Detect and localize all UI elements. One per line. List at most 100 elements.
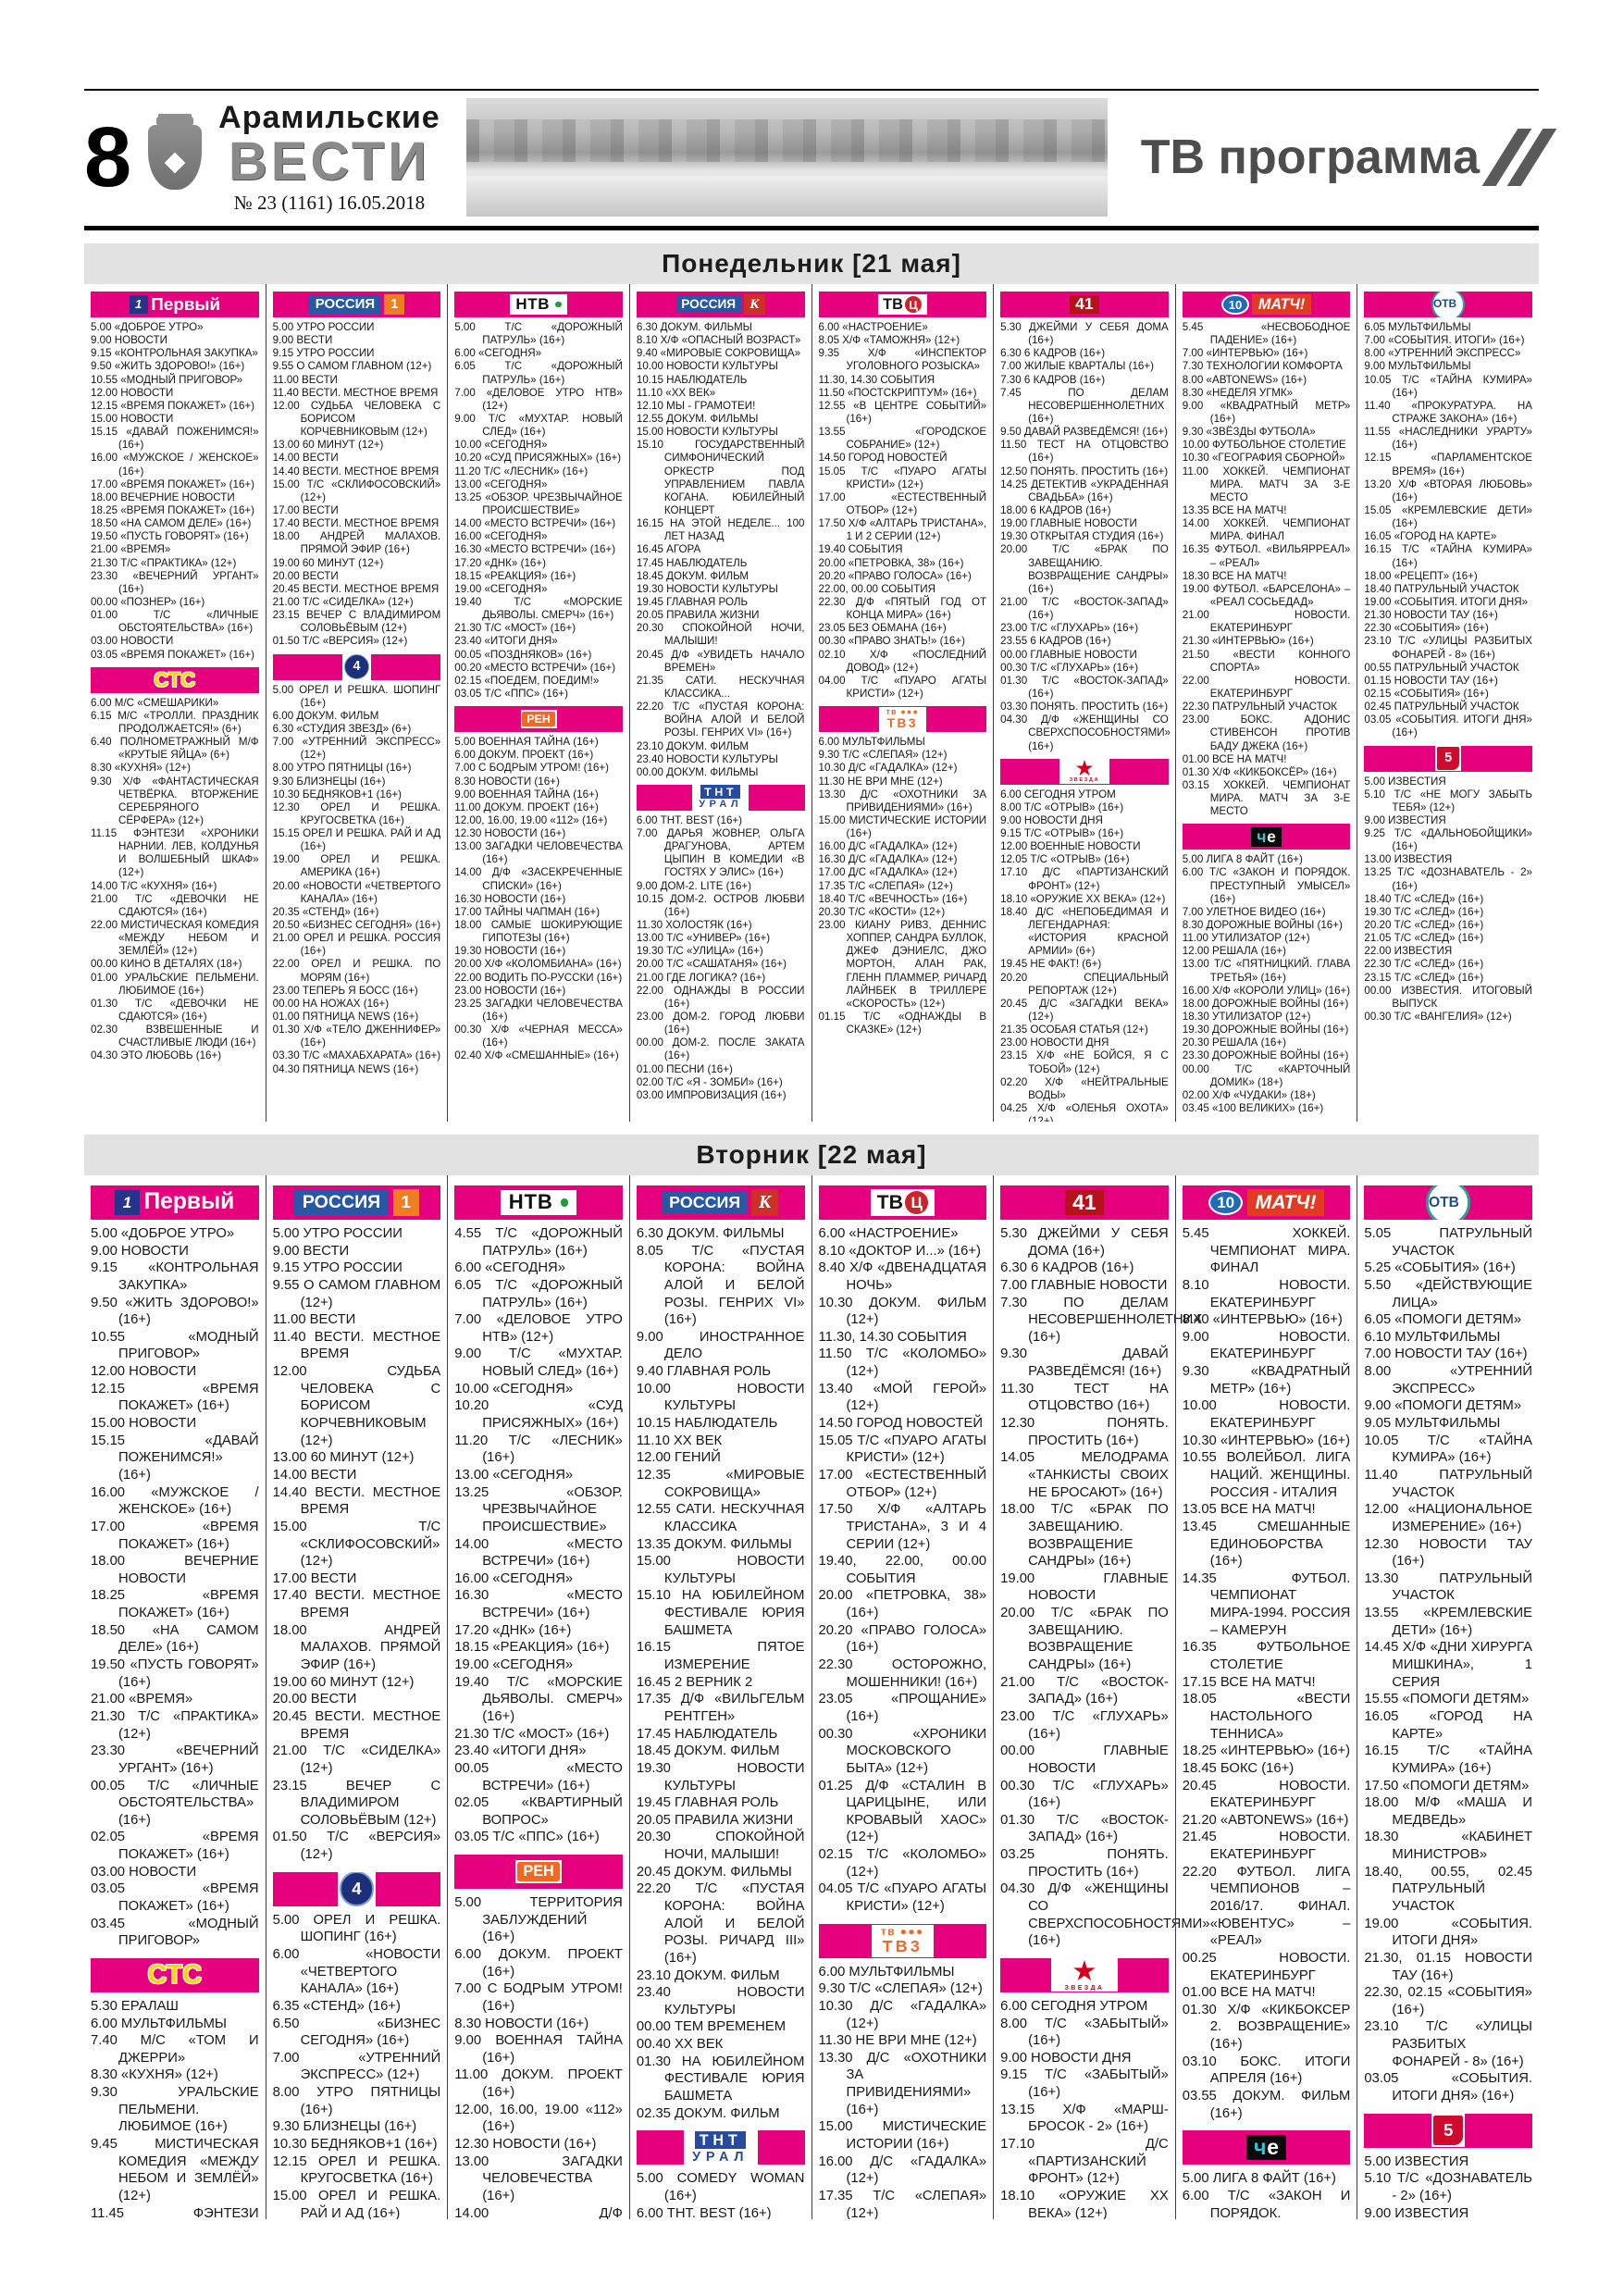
channel-column: РОССИЯ 1 5.00 УТРО РОССИИ 9.00 ВЕСТИ 9.15 УТ… <box>265 1175 448 2219</box>
program-item: 7.40 М/С «ТОМ И ДЖЕРРИ» <box>91 2033 259 2066</box>
program-item: 17.10 Д/С «ПАРТИЗАНСКИЙ ФРОНТ» (12+) <box>1000 2137 1169 2187</box>
program-item: 18.00 Т/С «БРАК ПО ЗАВЕЩАНИЮ. ВОЗВРАЩЕНИ… <box>1000 1502 1169 1570</box>
program-item: 11.00 ВЕСТИ <box>272 373 338 386</box>
program-item: 8.30 ДОРОЖНЫЕ ВОЙНЫ (16+) <box>1182 919 1343 932</box>
program-item: 6.00 Т/С «ЗАКОН И ПОРЯДОК. ПРЕСТУПНЫЙ УМ… <box>1182 2188 1351 2219</box>
day-title: Понедельник [21 мая] <box>84 243 1539 284</box>
channel-column: ТВ Ц 6.00 «НАСТРОЕНИЕ» 8.10 «ДОКТОР И...» (… <box>811 1175 994 2219</box>
program-item: 9.30 БЛИЗНЕЦЫ (16+) <box>272 775 386 788</box>
program-item: 20.00 «ПЕТРОВКА, 38» (16+) <box>818 556 964 569</box>
page-number: 8 <box>84 109 132 205</box>
tnt-logo-icon: ТНТ УРАЛ <box>692 784 750 811</box>
program-item: 9.00 «ПОМОГИ ДЕТЯМ» <box>1364 1398 1522 1414</box>
program-item: 17.35 Д/Ф «ВИЛЬГЕЛЬМ РЕНТГЕН» <box>636 1692 805 1724</box>
program-item: 21.00 «ВРЕМЯ» <box>91 1692 193 1707</box>
program-item: 7.00 «ДЕЛОВОЕ УТРО НТВ» (12+) <box>454 386 623 412</box>
program-item: 20.00 «ПЕТРОВКА, 38» (16+) <box>818 1588 987 1621</box>
channel-column: РОССИЯ К 6.30 ДОКУМ. ФИЛЬМЫ 8.10 Х/Ф «ОПАСН… <box>628 284 812 1122</box>
program-item: 10.30 ДОКУМ. ФИЛЬМ (12+) <box>818 1295 987 1328</box>
program-item: 22.00 ОДНАЖДЫ В РОССИИ (16+) <box>636 984 805 1010</box>
program-item: 18.25 «ИНТЕРВЬЮ» (16+) <box>1182 1744 1351 1759</box>
program-item: 10.00 НОВОСТИ КУЛЬТУРЫ <box>636 1381 805 1414</box>
program-item: 21.00 Т/С «ВОСТОК-ЗАПАД» (16+) <box>1000 1674 1169 1707</box>
program-item: 03.45 «100 ВЕЛИКИХ» (16+) <box>1182 1102 1324 1115</box>
program-item: 6.00 Т/С «ЗАКОН И ПОРЯДОК. ПРЕСТУПНЫЙ УМ… <box>1182 866 1351 905</box>
program-item: 18.30 УТИЛИЗАТОР (12+) <box>1182 1011 1311 1024</box>
program-item: 9.00 НОВОСТИ <box>91 334 167 347</box>
program-item: 02.05 «КВАРТИРНЫЙ ВОПРОС» <box>454 1795 623 1828</box>
program-item: 16.00 Д/С «ГАДАЛКА» (12+) <box>818 2153 987 2187</box>
program-item: 8.10 НОВОСТИ. ЕКАТЕРИНБУРГ <box>1182 1277 1351 1310</box>
program-item: 22.30 Д/Ф «ПЯТЫЙ ГОД ОТ КОНЦА МИРА» (16+… <box>818 595 987 622</box>
program-item: 13.35 ВСЕ НА МАТЧ! <box>1182 503 1287 516</box>
program-item: 20.05 ПРАВИЛА ЖИЗНИ <box>636 1812 794 1828</box>
channel-column: 41 5.30 ДЖЕЙМИ У СЕБЯ ДОМА (16+) 6.30 6 КА… <box>993 1175 1210 2219</box>
program-item: 04.25 Х/Ф «ОЛЕНЬЯ ОХОТА» (12+) <box>1000 1102 1169 1122</box>
program-item: 00.25 НОВОСТИ. ЕКАТЕРИНБУРГ <box>1182 1950 1351 1983</box>
channel-header-p5: 5 <box>1364 2113 1532 2148</box>
ch4-logo-icon: 4 <box>342 653 371 680</box>
program-item: 14.00 ХОККЕЙ. ЧЕМПИОНАТ МИРА. ФИНАЛ <box>1182 517 1351 543</box>
city-crest-icon <box>148 117 203 190</box>
program-item: 23.00 ТЕПЕРЬ Я БОСС (16+) <box>272 984 418 997</box>
program-item: 18.00 ВЕЧЕРНИЕ НОВОСТИ <box>91 490 235 503</box>
sts-logo-icon: СТС <box>147 1959 203 1990</box>
program-item: 21.30 Т/С «МОСТ» (16+) <box>454 1726 610 1742</box>
program-item: 04.00 Т/С «ПУАРО АГАТЫ КРИСТИ» (12+) <box>818 674 987 700</box>
tvc-logo-icon: ТВ Ц <box>870 1188 935 1217</box>
program-item: 10.30 БЕДНЯКОВ+1 (16+) <box>272 788 402 800</box>
program-item: 01.00 ВСЕ НА МАТЧ! <box>1182 752 1287 765</box>
ch41-logo-icon: 41 <box>1064 1189 1105 1215</box>
program-item: 10.30 Д/С «ГАДАЛКА» (12+) <box>818 1998 987 2031</box>
program-item: 6.35 «СТЕНД» (16+) <box>272 1998 401 2014</box>
issue-line: № 23 (1161) 16.05.2018 <box>233 191 426 214</box>
program-item: 18.40 Т/С «ВЕЧНОСТЬ» (16+) <box>818 892 968 905</box>
program-item: 5.00 ИЗВЕСТИЯ <box>1364 2153 1469 2169</box>
program-item: 11.10 ХХ ВЕК <box>636 1433 723 1448</box>
program-item: 23.15 Т/С «СЛЕД» (16+) <box>1364 971 1484 984</box>
program-item: 14.00 «МЕСТО ВСТРЕЧИ» (16+) <box>454 1536 623 1570</box>
program-item: 15.00 ОРЕЛ И РЕШКА. РАЙ И АД (16+) <box>272 2188 441 2219</box>
channel-header-zvezda: ★ ЗВЕЗДА <box>1000 1957 1169 1992</box>
channel-header-match: 10 МАТЧ! <box>1182 292 1351 317</box>
program-item: 16.15 ПЯТОЕ ИЗМЕРЕНИЕ <box>636 1640 805 1673</box>
program-item: 13.25 «ОБЗОР. ЧРЕЗВЫЧАЙНОЕ ПРОИСШЕСТВИЕ» <box>454 1484 623 1534</box>
ntv-logo-icon: НТВ <box>509 294 568 315</box>
program-item: 16.35 ФУТБОЛЬНОЕ СТОЛЕТИЕ <box>1182 1640 1351 1673</box>
program-item: 10.55 ВОЛЕЙБОЛ. ЛИГА НАЦИЙ. ЖЕНЩИНЫ. РОС… <box>1182 1450 1351 1500</box>
program-item: 9.00 ИНОСТРАННОЕ ДЕЛО <box>636 1329 805 1362</box>
program-item: 13.30 Д/С «ОХОТНИКИ ЗА ПРИВИДЕНИЯМИ» (16… <box>818 788 987 813</box>
program-item: 6.00 ДОКУМ. ФИЛЬМ <box>272 709 379 722</box>
program-item: 19.00 «СОБЫТИЯ. ИТОГИ ДНЯ» <box>1364 1916 1532 1949</box>
program-item: 21.35 ОСОБАЯ СТАТЬЯ (12+) <box>1000 1024 1148 1036</box>
program-item: 5.00 ВОЕННАЯ ТАЙНА (16+) <box>454 736 599 749</box>
program-item: 10.00 «СЕГОДНЯ» <box>454 1381 574 1396</box>
program-item: 14.40 ВЕСТИ. МЕСТНОЕ ВРЕМЯ <box>272 1484 441 1518</box>
program-item: 12.00 СУДЬБА ЧЕЛОВЕКА С БОРИСОМ КОРЧЕВНИ… <box>272 1364 441 1448</box>
program-item: 18.00 АНДРЕЙ МАЛАХОВ. ПРЯМОЙ ЭФИР (16+) <box>272 530 441 556</box>
program-item: 23.00 Т/С «ГЛУХАРЬ» (16+) <box>1000 622 1139 635</box>
program-item: 8.40 Х/Ф «ДВЕНАДЦАТАЯ НОЧЬ» <box>818 1260 987 1293</box>
program-item: 13.00 60 МИНУТ (12+) <box>272 1450 415 1466</box>
program-item: 13.40 «МОЙ ГЕРОЙ» (12+) <box>818 1381 987 1414</box>
program-item: 5.00 Т/С «ДОРОЖНЫЙ ПАТРУЛЬ» (16+) <box>454 321 623 347</box>
channel-header-p5: 5 <box>1364 745 1532 772</box>
program-item: 9.50 «ЖИТЬ ЗДОРОВО!» (16+) <box>91 360 245 373</box>
program-item: 13.00 «СЕГОДНЯ» <box>454 1467 574 1483</box>
program-item: 10.30 БЕДНЯКОВ+1 (16+) <box>272 2137 438 2153</box>
program-item: 19.00 ГЛАВНЫЕ НОВОСТИ <box>1000 517 1137 530</box>
channel-header-pervyi: 1 Первый <box>91 1185 259 1220</box>
program-item: 15.55 «ПОМОГИ ДЕТЯМ» <box>1364 1692 1530 1707</box>
channel-header-tnt: ТНТ УРАЛ <box>636 784 805 811</box>
program-item: 21.00 ГДЕ ЛОГИКА? (16+) <box>636 971 766 984</box>
program-item: 03.00 НОВОСТИ <box>91 635 174 648</box>
program-item: 23.10 ДОКУМ. ФИЛЬМ <box>636 739 750 752</box>
rossiya1-logo-icon: РОССИЯ 1 <box>308 294 404 315</box>
program-item: 19.00 ГЛАВНЫЕ НОВОСТИ <box>1000 1570 1169 1604</box>
program-item: 13.00 Т/С «ПЯТНИЦКИЙ. ГЛАВА ТРЕТЬЯ» (16+… <box>1182 958 1351 984</box>
program-item: 8.10 Х/Ф «ОПАСНЫЙ ВОЗРАСТ» <box>636 334 801 347</box>
program-item: 19.30 ОТКРЫТАЯ СТУДИЯ (16+) <box>1000 530 1164 543</box>
program-item: 9.40 «МИРОВЫЕ СОКРОВИЩА» <box>636 347 801 360</box>
program-item: 14.25 ДЕТЕКТИВ «УКРАДЕННАЯ СВАДЬБА» (16+… <box>1000 478 1169 503</box>
section-header: ТВ программа <box>1141 129 1557 186</box>
